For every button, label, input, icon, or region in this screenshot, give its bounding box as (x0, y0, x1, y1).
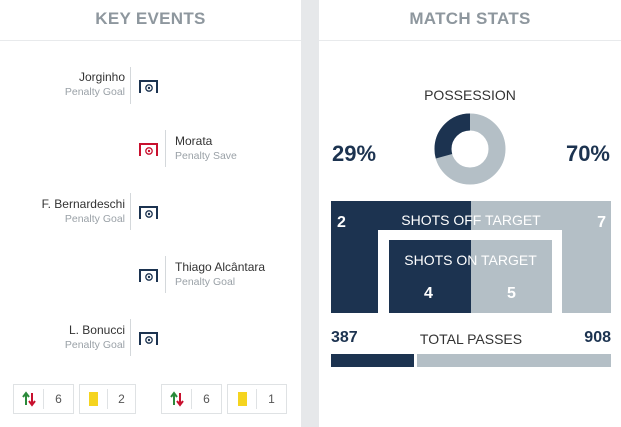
event-type: Penalty Save (175, 150, 237, 162)
possession-label: POSSESSION (424, 87, 516, 103)
away-yellow-cards-count: 1 (268, 392, 275, 406)
shots-on-target-away: 5 (507, 285, 516, 302)
event-type: Penalty Goal (64, 86, 125, 98)
key-events-panel: KEY EVENTS Jorginho Penalty Goal Morata … (0, 0, 301, 427)
penalty-miss-icon (139, 142, 158, 157)
event-player: F. Bernardeschi (41, 197, 125, 211)
shots-on-target-home-block (389, 240, 471, 313)
total-passes-bar (331, 354, 611, 367)
key-events-title: KEY EVENTS (0, 0, 301, 41)
substitution-icon (162, 385, 191, 413)
shots-on-target-label: SHOTS ON TARGET (404, 252, 537, 268)
event-divider (130, 67, 131, 104)
divider (107, 389, 108, 409)
event-item: Morata Penalty Save (175, 134, 237, 163)
goal-net-icon (139, 268, 158, 283)
panel-gap (301, 0, 319, 427)
event-divider (130, 193, 131, 230)
divider (43, 389, 44, 409)
event-player: Jorginho (78, 70, 125, 84)
event-divider (130, 319, 131, 356)
possession-home-arc (434, 113, 506, 185)
divider (191, 389, 192, 409)
away-passes-bar (417, 354, 611, 367)
yellow-card-icon (80, 385, 107, 413)
divider (256, 389, 257, 409)
event-item: Thiago Alcântara Penalty Goal (175, 260, 265, 289)
away-possession: 70% (565, 141, 610, 166)
home-yellow-cards-count: 2 (118, 392, 125, 406)
away-yellow-cards-box: 1 (227, 384, 287, 414)
event-item: Jorginho Penalty Goal (65, 70, 125, 99)
shots-off-target-away: 7 (597, 214, 606, 231)
away-substitutions-count: 6 (203, 392, 210, 406)
home-substitutions-count: 6 (55, 392, 62, 406)
event-player: Morata (175, 134, 213, 148)
event-divider (165, 256, 166, 293)
goal-net-icon (139, 205, 158, 220)
substitution-icon (14, 385, 43, 413)
match-stats-title: MATCH STATS (319, 0, 621, 41)
away-total-passes: 908 (584, 329, 611, 346)
home-yellow-cards-box: 2 (79, 384, 136, 414)
away-substitutions-box: 6 (161, 384, 222, 414)
home-total-passes: 387 (331, 329, 358, 346)
home-passes-bar (331, 354, 414, 367)
event-type: Penalty Goal (175, 276, 236, 288)
event-item: F. Bernardeschi Penalty Goal (42, 197, 125, 226)
goal-net-icon (139, 79, 158, 94)
event-player: L. Bonucci (68, 323, 125, 337)
event-player: Thiago Alcântara (175, 260, 266, 274)
possession-donut (434, 113, 506, 185)
shots-off-target-label: SHOTS OFF TARGET (401, 212, 541, 228)
event-item: L. Bonucci Penalty Goal (65, 323, 125, 352)
yellow-card-icon (228, 385, 256, 413)
event-divider (165, 130, 166, 167)
match-stats-panel: MATCH STATS POSSESSION 29% 70% SHOTS OFF… (319, 0, 621, 427)
shots-on-target-home: 4 (424, 285, 433, 302)
total-passes-label: TOTAL PASSES (419, 331, 523, 347)
shots-off-target-home: 2 (337, 214, 346, 231)
shots-on-target-away-block (471, 240, 552, 313)
home-possession: 29% (332, 141, 377, 166)
home-substitutions-box: 6 (13, 384, 74, 414)
event-type: Penalty Goal (64, 339, 125, 351)
event-type: Penalty Goal (64, 213, 125, 225)
goal-net-icon (139, 331, 158, 346)
total-passes-row: TOTAL PASSES 387 908 (331, 329, 611, 349)
shots-chart: SHOTS OFF TARGET 2 7 SHOTS ON TARGET 4 5 (331, 201, 611, 313)
